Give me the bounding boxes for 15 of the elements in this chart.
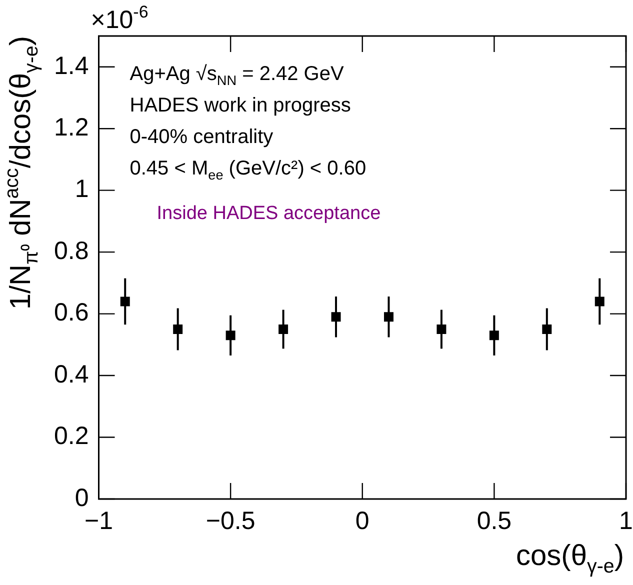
x-tick-label: 0 <box>355 506 370 535</box>
y-tick-label: 1.2 <box>54 113 89 142</box>
annotation: Inside HADES acceptance <box>156 203 381 224</box>
annotation: 0-40% centrality <box>130 126 274 148</box>
y-tick-label: 0.6 <box>54 298 89 327</box>
y-tick-label: 0.4 <box>54 360 89 388</box>
y-tick-label: 1 <box>74 175 89 204</box>
x-tick-label: 1 <box>619 506 633 535</box>
y-axis-title: 1/Nπ⁰ dNacc/dcos(θγ-e) <box>0 36 42 310</box>
x-tick-label: 0.5 <box>476 506 512 535</box>
x-tick-label: −0.5 <box>206 506 256 535</box>
annotation: HADES work in progress <box>130 94 351 116</box>
y-tick-label: 1.4 <box>54 52 89 80</box>
y-tick-label: 0.8 <box>54 236 89 265</box>
y-tick-label: 0.2 <box>54 422 89 450</box>
